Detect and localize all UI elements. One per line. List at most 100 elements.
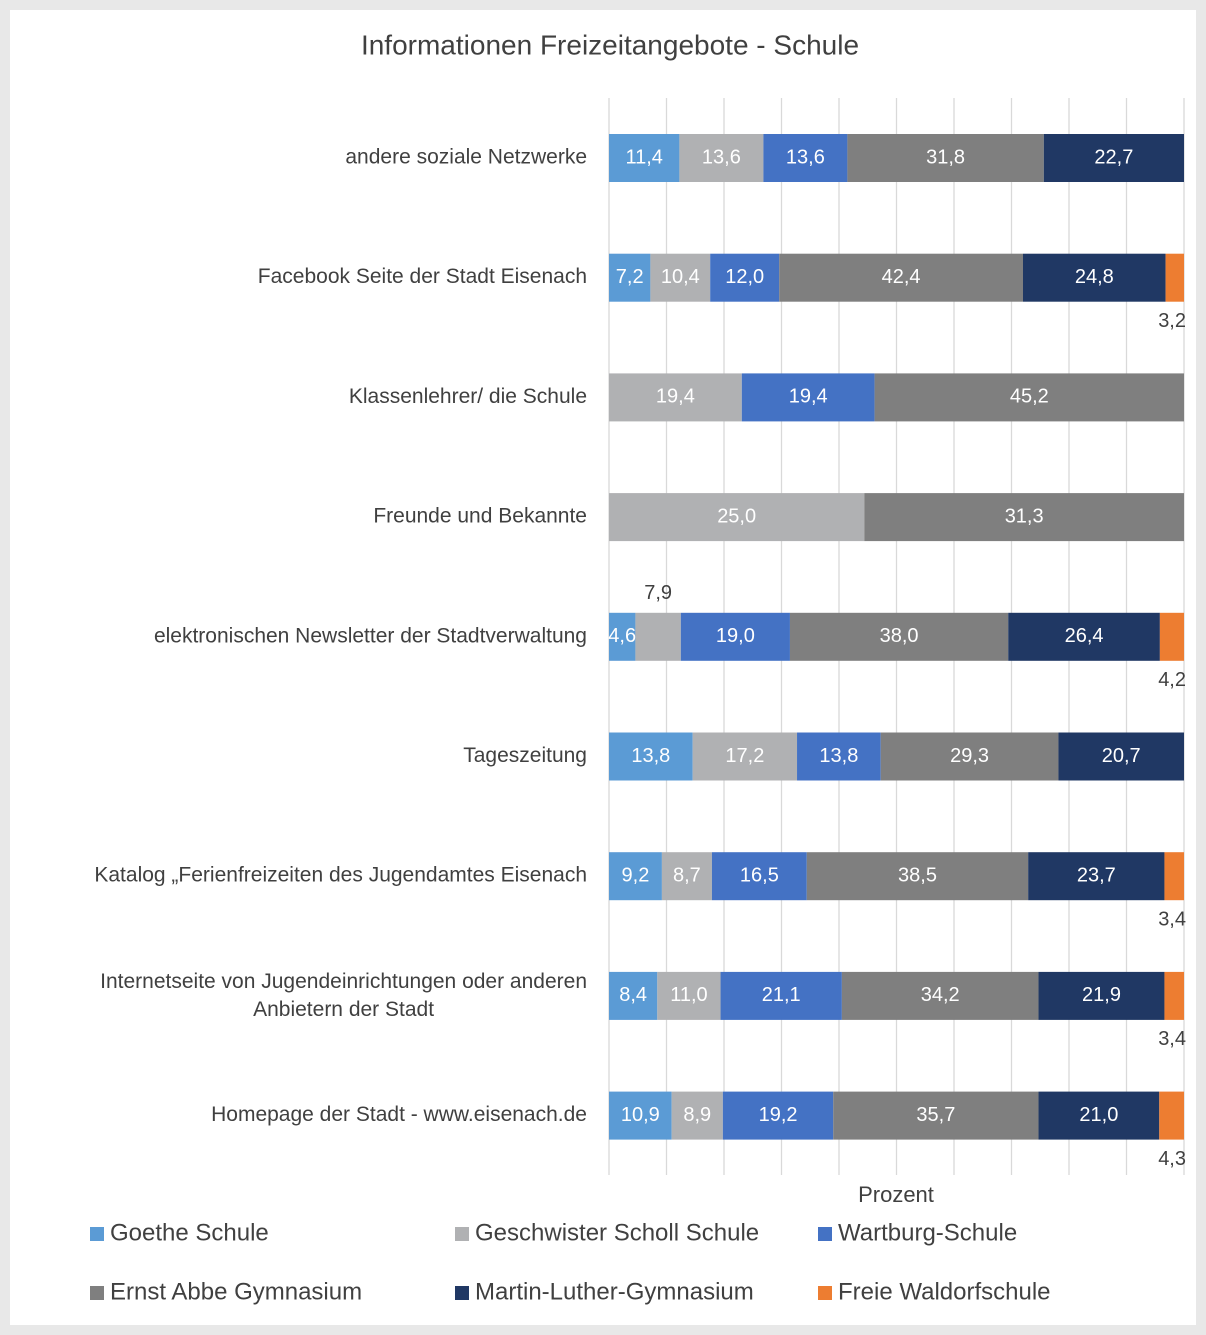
bar-segment xyxy=(797,732,881,781)
category-line: Anbietern der Stadt xyxy=(253,997,434,1020)
category-label: Facebook Seite der Stadt Eisenach xyxy=(258,265,587,288)
bar-segment xyxy=(609,852,662,901)
legend-swatch xyxy=(90,1286,104,1300)
legend-swatch xyxy=(818,1227,832,1241)
bar-segment xyxy=(864,493,1184,542)
value-label: 7,2 xyxy=(616,266,644,288)
bar-segment xyxy=(1023,253,1166,302)
bar-segment xyxy=(874,373,1184,422)
value-label: 9,2 xyxy=(622,864,650,886)
legend-label: Wartburg-Schule xyxy=(838,1219,1017,1246)
category-label: elektronischen Newsletter der Stadtverwa… xyxy=(154,624,587,647)
value-label: 13,6 xyxy=(702,146,741,168)
value-label: 8,9 xyxy=(683,1104,711,1126)
value-label: 31,8 xyxy=(926,146,965,168)
legend-label: Martin-Luther-Gymnasium xyxy=(475,1278,754,1305)
legend-label: Freie Waldorfschule xyxy=(838,1278,1051,1305)
legend-label: Geschwister Scholl Schule xyxy=(475,1219,759,1246)
legend-swatch xyxy=(818,1286,832,1300)
bar-segment xyxy=(1159,1091,1184,1140)
bar-segment xyxy=(722,1091,834,1140)
chart-title: Informationen Freizeitangebote - Schule xyxy=(361,29,859,60)
bar-segment xyxy=(789,612,1009,661)
bar-segment xyxy=(720,971,842,1020)
bar-segment xyxy=(1165,253,1184,302)
bar-segment xyxy=(711,852,807,901)
bar-segment xyxy=(1043,134,1184,182)
value-label: 10,4 xyxy=(661,266,700,288)
value-label: 13,8 xyxy=(631,745,670,767)
value-label: 7,9 xyxy=(644,582,672,604)
bar-segment xyxy=(741,373,875,422)
bar-segment xyxy=(609,253,651,302)
bar-segment xyxy=(680,612,790,661)
bar-segment xyxy=(609,373,742,422)
value-label: 21,1 xyxy=(762,984,801,1006)
value-label: 16,5 xyxy=(740,864,779,886)
value-label: 11,0 xyxy=(670,984,707,1006)
bar-segment xyxy=(609,493,865,542)
bar-segment xyxy=(609,1091,672,1140)
bar-segment xyxy=(661,852,712,901)
bar-segment xyxy=(1038,971,1165,1020)
category-label: Internetseite von Jugendeinrichtungen od… xyxy=(100,969,587,1020)
bar-segment xyxy=(841,971,1039,1020)
category-label: Klassenlehrer/ die Schule xyxy=(349,385,587,408)
value-label: 35,7 xyxy=(916,1104,955,1126)
bar-segment xyxy=(1164,852,1184,901)
value-label: 8,7 xyxy=(673,864,701,886)
bar-segment xyxy=(692,732,798,781)
bar-segment xyxy=(1058,732,1184,781)
value-label: 34,2 xyxy=(921,984,960,1006)
value-label: 4,2 xyxy=(1158,669,1186,691)
legend-label: Goethe Schule xyxy=(110,1219,269,1246)
category-label: Homepage der Stadt - www.eisenach.de xyxy=(211,1103,587,1126)
bar-segment xyxy=(609,732,693,781)
value-label: 31,3 xyxy=(1005,505,1044,527)
legend-label: Ernst Abbe Gymnasium xyxy=(110,1278,362,1305)
category-label: andere soziale Netzwerke xyxy=(345,146,587,169)
value-label: 42,4 xyxy=(882,266,921,288)
value-label: 29,3 xyxy=(950,745,989,767)
value-label: 38,5 xyxy=(898,864,937,886)
bar-segment xyxy=(710,253,780,302)
bar-segment xyxy=(1008,612,1160,661)
value-label: 19,0 xyxy=(716,625,755,647)
category-line: Internetseite von Jugendeinrichtungen od… xyxy=(100,969,587,992)
value-label: 26,4 xyxy=(1065,625,1104,647)
bar-segment xyxy=(880,732,1059,781)
bar-segment xyxy=(833,1091,1039,1140)
category-label: Freunde und Bekannte xyxy=(373,505,587,528)
value-label: 19,4 xyxy=(789,386,828,408)
value-label: 8,4 xyxy=(619,984,647,1006)
bar-segment xyxy=(763,134,848,182)
value-label: 3,4 xyxy=(1158,1028,1186,1050)
value-label: 24,8 xyxy=(1075,266,1114,288)
value-label: 3,4 xyxy=(1158,908,1186,930)
x-axis-label: Prozent xyxy=(858,1182,934,1207)
bar-segment xyxy=(609,612,636,661)
legend-swatch xyxy=(455,1286,469,1300)
bar-segment xyxy=(635,612,681,661)
bar-segment xyxy=(609,971,658,1020)
bar-segment xyxy=(847,134,1044,182)
value-label: 13,8 xyxy=(819,745,858,767)
value-label: 19,4 xyxy=(656,386,695,408)
value-label: 12,0 xyxy=(725,266,764,288)
bar-segment xyxy=(671,1091,723,1140)
category-label: Tageszeitung xyxy=(463,744,587,767)
value-label: 20,7 xyxy=(1102,745,1141,767)
value-label: 4,6 xyxy=(608,625,636,647)
value-label: 25,0 xyxy=(717,505,756,527)
value-label: 21,0 xyxy=(1079,1104,1118,1126)
value-label: 4,3 xyxy=(1158,1148,1186,1170)
value-label: 22,7 xyxy=(1094,146,1133,168)
bar-segment xyxy=(1038,1091,1160,1140)
bar-segment xyxy=(679,134,764,182)
bar-segment xyxy=(1028,852,1165,901)
value-label: 17,2 xyxy=(725,745,764,767)
bar-segment xyxy=(1164,971,1184,1020)
bar-segment xyxy=(657,971,721,1020)
